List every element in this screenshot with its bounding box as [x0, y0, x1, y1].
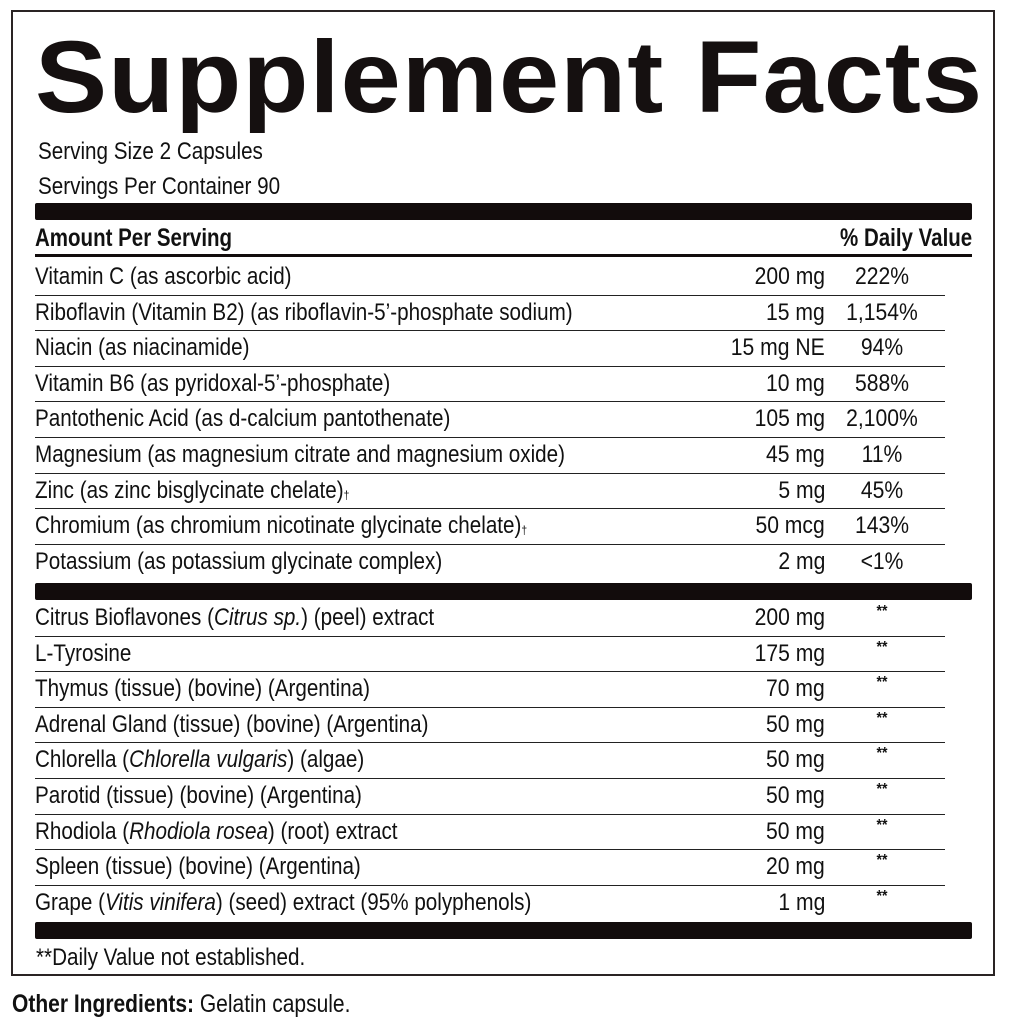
- nutrient-daily-value: 2,100%: [846, 405, 918, 433]
- dagger-footnote-mark: †: [343, 487, 350, 502]
- nutrient-name: Pantothenic Acid (as d-calcium pantothen…: [35, 405, 451, 433]
- table-row: Pantothenic Acid (as d-calcium pantothen…: [35, 402, 945, 438]
- table-row: Parotid (tissue) (bovine) (Argentina) 50…: [35, 779, 945, 815]
- table-row: Vitamin B6 (as pyridoxal-5’-phosphate) 1…: [35, 367, 945, 403]
- thick-divider: [35, 583, 972, 600]
- ingredient-amount: 175 mg: [754, 639, 825, 667]
- table-row: Riboflavin (Vitamin B2) (as riboflavin-5…: [35, 296, 945, 332]
- ingredient-name: Citrus Bioflavones (Citrus sp.) (peel) e…: [35, 604, 435, 631]
- servings-per-container: Servings Per Container 90: [38, 173, 281, 200]
- table-row: Citrus Bioflavones (Citrus sp.) (peel) e…: [35, 601, 945, 637]
- daily-value-footnote: **Daily Value not established.: [36, 944, 306, 971]
- nutrient-daily-value: 11%: [861, 440, 903, 468]
- ingredient-daily-value: **: [876, 745, 888, 763]
- other-ingredients-label: Other Ingredients:: [12, 990, 195, 1018]
- table-row: Rhodiola (Rhodiola rosea) (root) extract…: [35, 815, 945, 851]
- nutrient-amount: 15 mg: [766, 298, 825, 326]
- supplement-facts-panel: [11, 10, 995, 976]
- ingredient-amount: 200 mg: [754, 604, 825, 631]
- ingredient-name: Grape (Vitis vinifera) (seed) extract (9…: [35, 888, 532, 916]
- serving-size: Serving Size 2 Capsules: [38, 138, 263, 165]
- nutrient-daily-value: <1%: [860, 547, 904, 575]
- ingredient-amount: 70 mg: [766, 675, 825, 703]
- table-row: Adrenal Gland (tissue) (bovine) (Argenti…: [35, 708, 945, 744]
- nutrient-daily-value: 222%: [854, 263, 910, 290]
- nutrient-daily-value: 588%: [854, 369, 910, 397]
- nutrient-amount: 45 mg: [766, 440, 825, 468]
- nutrient-name: Riboflavin (Vitamin B2) (as riboflavin-5…: [35, 298, 573, 326]
- ingredient-name: Rhodiola (Rhodiola rosea) (root) extract: [35, 817, 398, 845]
- amount-per-serving-heading: Amount Per Serving: [35, 224, 233, 252]
- nutrient-daily-value: 94%: [860, 334, 904, 362]
- ingredient-daily-value: **: [876, 638, 888, 656]
- ingredient-daily-value: **: [876, 780, 888, 798]
- nutrient-amount: 50 mcg: [755, 512, 825, 540]
- table-row: Chromium (as chromium nicotinate glycina…: [35, 509, 945, 545]
- nutrient-name: Niacin (as niacinamide): [35, 334, 250, 362]
- ingredient-daily-value: **: [876, 709, 888, 727]
- table-row: L-Tyrosine 175 mg **: [35, 637, 945, 673]
- ingredient-name: L-Tyrosine: [35, 639, 132, 667]
- nutrient-name: Zinc (as zinc bisglycinate chelate): [35, 476, 344, 504]
- nutrient-name: Vitamin C (as ascorbic acid): [35, 263, 292, 290]
- panel-title: Supplement Facts: [35, 20, 984, 134]
- ingredient-name: Adrenal Gland (tissue) (bovine) (Argenti…: [35, 710, 429, 738]
- thick-divider: [35, 203, 972, 220]
- table-row: Chlorella (Chlorella vulgaris) (algae) 5…: [35, 743, 945, 779]
- nutrient-name: Chromium (as chromium nicotinate glycina…: [35, 512, 522, 540]
- ingredient-amount: 50 mg: [766, 817, 825, 845]
- table-row: Thymus (tissue) (bovine) (Argentina) 70 …: [35, 672, 945, 708]
- nutrient-name: Potassium (as potassium glycinate comple…: [35, 547, 443, 575]
- nutrient-daily-value: 143%: [854, 512, 910, 540]
- daily-value-heading: % Daily Value: [839, 224, 972, 252]
- table-row: Grape (Vitis vinifera) (seed) extract (9…: [35, 886, 945, 922]
- nutrient-amount: 5 mg: [778, 476, 825, 504]
- nutrient-amount: 15 mg NE: [731, 334, 825, 362]
- nutrient-daily-value: 1,154%: [846, 298, 918, 326]
- table-row: Vitamin C (as ascorbic acid) 200 mg 222%: [35, 260, 945, 296]
- ingredient-daily-value: **: [876, 887, 888, 905]
- ingredient-amount: 20 mg: [766, 853, 825, 881]
- nutrient-amount: 200 mg: [754, 263, 825, 290]
- ingredient-amount: 50 mg: [766, 710, 825, 738]
- table-row: Niacin (as niacinamide) 15 mg NE 94%: [35, 331, 945, 367]
- dagger-footnote-mark: †: [521, 523, 528, 538]
- table-row: Magnesium (as magnesium citrate and magn…: [35, 438, 945, 474]
- column-header: Amount Per Serving % Daily Value: [35, 222, 972, 254]
- ingredient-name: Chlorella (Chlorella vulgaris) (algae): [35, 746, 365, 774]
- nutrient-amount: 10 mg: [766, 369, 825, 397]
- ingredient-daily-value: **: [876, 674, 888, 692]
- nutrient-daily-value: 45%: [860, 476, 904, 504]
- thick-divider: [35, 922, 972, 939]
- header-rule: [35, 254, 972, 257]
- nutrient-amount: 2 mg: [778, 547, 825, 575]
- ingredient-amount: 1 mg: [778, 888, 825, 916]
- ingredient-amount: 50 mg: [766, 781, 825, 809]
- ingredient-amount: 50 mg: [766, 746, 825, 774]
- table-row: Zinc (as zinc bisglycinate chelate)† 5 m…: [35, 474, 945, 510]
- ingredient-name: Spleen (tissue) (bovine) (Argentina): [35, 853, 361, 881]
- ingredient-daily-value: **: [876, 603, 888, 620]
- vitamins-minerals-table: Vitamin C (as ascorbic acid) 200 mg 222%…: [35, 260, 945, 580]
- nutrient-amount: 105 mg: [754, 405, 825, 433]
- other-ingredients: Other Ingredients: Gelatin capsule.: [12, 986, 350, 1022]
- ingredient-daily-value: **: [876, 816, 888, 834]
- other-actives-table: Citrus Bioflavones (Citrus sp.) (peel) e…: [35, 601, 945, 921]
- nutrient-name: Magnesium (as magnesium citrate and magn…: [35, 440, 566, 468]
- nutrient-name: Vitamin B6 (as pyridoxal-5’-phosphate): [35, 369, 391, 397]
- table-row: Spleen (tissue) (bovine) (Argentina) 20 …: [35, 850, 945, 886]
- ingredient-daily-value: **: [876, 852, 888, 870]
- other-ingredients-value: Gelatin capsule.: [194, 990, 351, 1018]
- table-row: Potassium (as potassium glycinate comple…: [35, 545, 945, 581]
- ingredient-name: Parotid (tissue) (bovine) (Argentina): [35, 781, 362, 809]
- ingredient-name: Thymus (tissue) (bovine) (Argentina): [35, 675, 370, 703]
